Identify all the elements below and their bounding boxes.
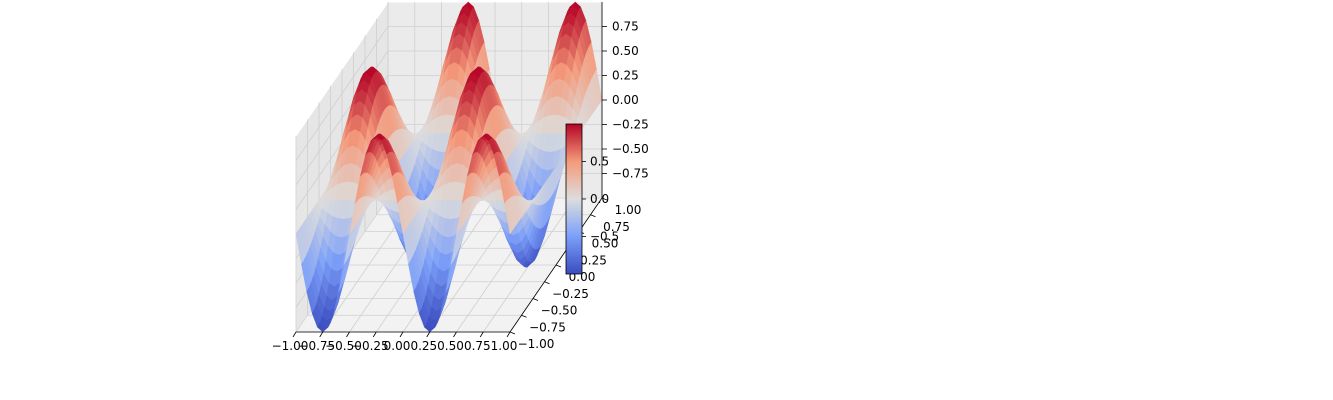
y-tick-label: −0.25: [552, 287, 589, 301]
tick-mark: [544, 281, 550, 285]
colorbar-tick-label: 0.5: [590, 155, 609, 169]
x-tick-label: 0.50: [437, 339, 464, 353]
tick-mark: [590, 214, 596, 218]
tick-mark: [399, 331, 404, 338]
y-tick-label: −1.00: [518, 337, 555, 351]
colorbar-tick-label: −0.5: [590, 230, 619, 244]
x-tick-label: −0.25: [352, 339, 389, 353]
x-tick-label: 0.25: [410, 339, 437, 353]
z-tick-label: 0.00: [612, 93, 639, 107]
y-tick-label: 0.25: [580, 253, 607, 267]
x-tick-label: 0.00: [384, 339, 411, 353]
z-tick-label: −0.25: [612, 118, 649, 132]
tick-mark: [479, 331, 484, 338]
side-grid-z: [295, 26, 389, 161]
tick-mark: [601, 197, 608, 201]
tick-mark: [521, 314, 527, 318]
x-tick-label: −1.00: [272, 339, 309, 353]
z-tick-label: −0.75: [612, 167, 649, 181]
tick-mark: [532, 298, 539, 301]
colorbar: −0.5 0.0 0.5: [565, 123, 619, 275]
x-tick-label: −0.75: [298, 339, 335, 353]
tick-labels: −1.00−0.75−0.50−0.250.00 0.25 0.50 0.75 1.00…: [272, 20, 649, 354]
z-tick-label: 0.25: [612, 69, 639, 83]
tick-mark: [506, 331, 511, 338]
x-tick-label: 0.75: [464, 339, 491, 353]
z-tick-label: −0.50: [612, 142, 649, 156]
surface-plot: [295, 1, 603, 333]
y-tick-label: −0.75: [529, 320, 566, 334]
y-tick-label: 0.75: [603, 220, 630, 234]
z-tick-label: 0.75: [612, 20, 639, 34]
tick-mark: [292, 331, 297, 338]
x-tick-label: 1.00: [491, 339, 518, 353]
y-tick-label: 0.50: [592, 237, 619, 251]
y-tick-label: 1.00: [615, 203, 642, 217]
z-tick-label: 0.50: [612, 44, 639, 58]
tick-mark: [453, 331, 457, 338]
colorbar-gradient: [565, 123, 583, 275]
tick-mark: [555, 264, 562, 268]
tick-mark: [319, 331, 324, 338]
tick-mark: [426, 331, 431, 338]
tick-mark: [346, 331, 350, 338]
y-tick-label: −0.50: [541, 304, 578, 318]
surface-patch: [504, 200, 513, 235]
tick-mark: [509, 331, 516, 335]
colorbar-tick-label: 0.0: [590, 192, 609, 206]
x-tick-label: −0.50: [325, 339, 362, 353]
tick-mark: [372, 331, 377, 338]
